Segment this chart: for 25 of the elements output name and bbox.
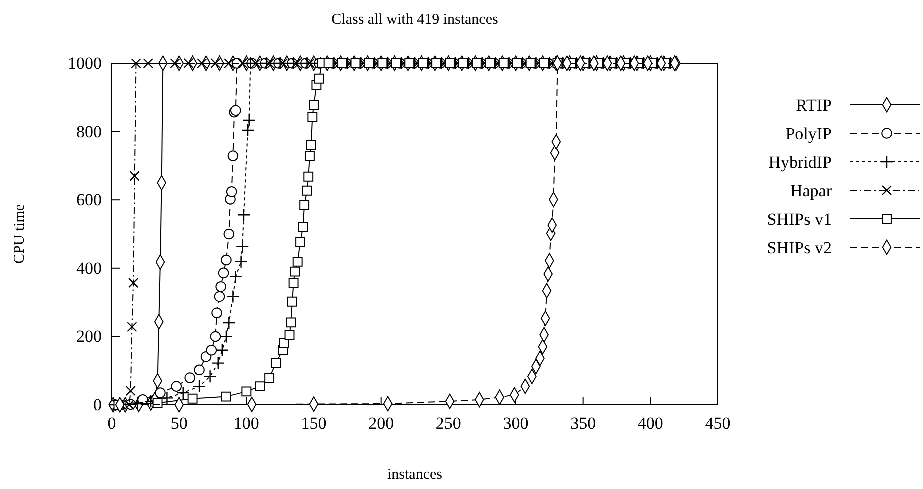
y-tick-label: 1000: [68, 54, 102, 73]
x-tick-label: 50: [170, 414, 188, 434]
y-tick-label: 200: [76, 327, 102, 346]
chart-title: Class all with 419 instances: [332, 12, 498, 28]
legend-label: PolyIP: [786, 124, 832, 144]
x-tick-label: 400: [638, 414, 664, 434]
y-tick-label: 800: [76, 122, 102, 142]
x-tick-label: 300: [503, 414, 529, 434]
y-tick-label: 400: [76, 258, 102, 278]
legend-label: SHIPs v1: [767, 210, 832, 229]
x-tick-label: 0: [108, 414, 116, 434]
x-axis-title: instances: [388, 467, 443, 483]
x-tick-label: 150: [301, 414, 327, 434]
x-tick-label: 200: [368, 414, 394, 434]
legend-label: HybridIP: [768, 153, 832, 172]
x-tick-label: 100: [234, 414, 260, 434]
x-tick-label: 250: [436, 414, 462, 434]
y-tick-label: 600: [76, 190, 102, 210]
legend-label: Hapar: [790, 182, 832, 200]
x-tick-label: 350: [570, 414, 596, 434]
x-tick-label: 450: [705, 414, 731, 434]
y-tick-label: 0: [94, 395, 102, 414]
y-axis-title: CPU time: [12, 204, 28, 264]
legend-label: RTIP: [796, 96, 832, 115]
legend-label: SHIPs v2: [767, 238, 832, 258]
